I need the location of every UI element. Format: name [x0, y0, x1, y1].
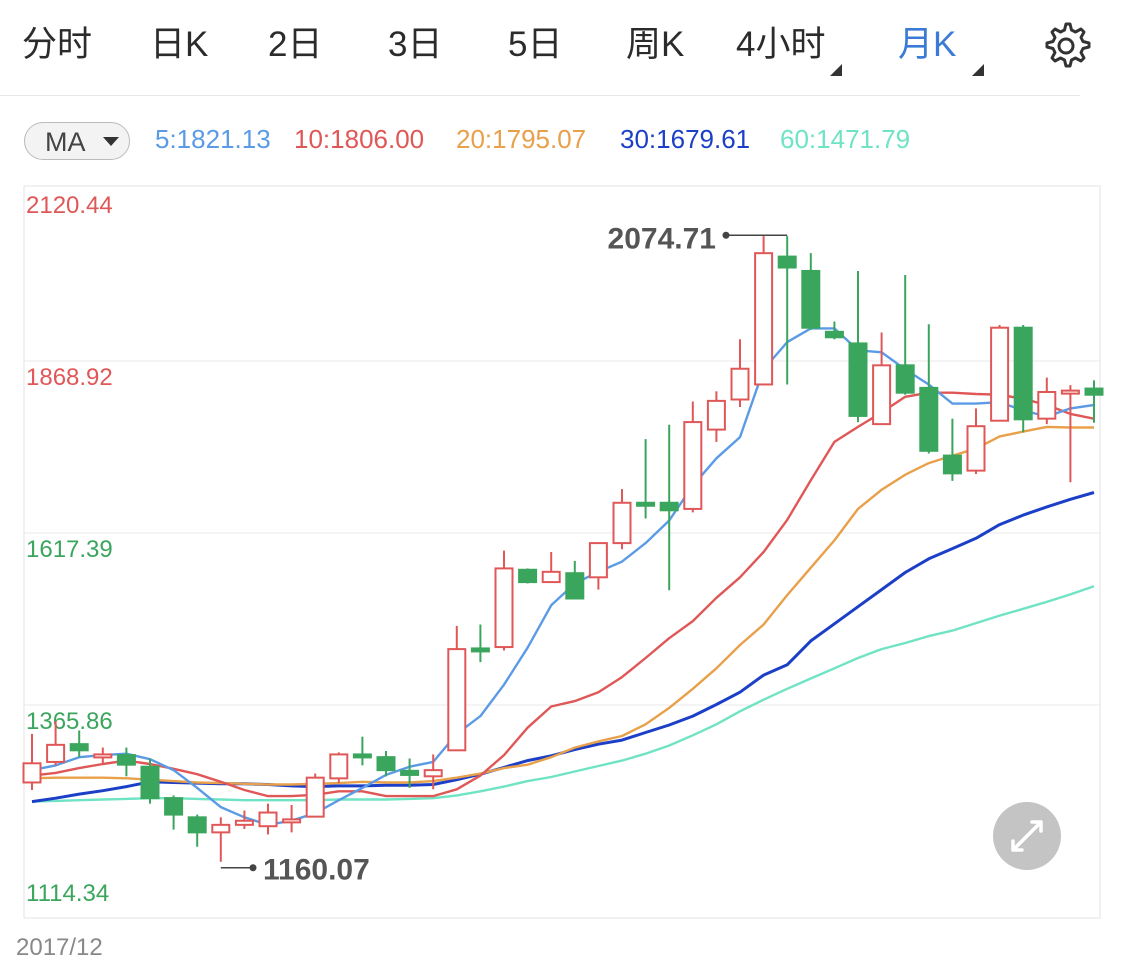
candle-down: [140, 765, 160, 800]
candle-up: [706, 399, 726, 431]
candle-up: [1037, 390, 1057, 420]
candle-down: [777, 255, 797, 269]
candle-up: [588, 542, 608, 579]
y-axis-label: 1114.34: [26, 880, 109, 907]
low-dot: [249, 864, 257, 872]
candle-down: [919, 386, 939, 452]
tab-7[interactable]: 月K: [898, 25, 957, 64]
ma-value-4: 60:1471.79: [780, 124, 911, 154]
candle-up: [447, 648, 467, 752]
y-axis-label: 1365.86: [26, 708, 113, 735]
candle-up: [423, 769, 443, 778]
candle-up: [612, 501, 632, 545]
candle-down: [848, 342, 868, 417]
candle-up: [1060, 389, 1080, 395]
y-axis-label: 1868.92: [26, 364, 113, 391]
candle-down: [659, 501, 679, 512]
candle-up: [305, 776, 325, 818]
candle-up: [93, 753, 113, 759]
ma-value-1: 10:1806.00: [294, 124, 425, 154]
high-dot: [722, 231, 730, 239]
fullscreen-expand-icon[interactable]: [993, 802, 1061, 870]
candle-up: [683, 421, 703, 510]
tab-3[interactable]: 3日: [388, 25, 443, 64]
high-value-label: 2074.71: [608, 222, 716, 255]
ma-line-60: [31, 585, 1095, 803]
ma-line-20: [31, 425, 1094, 786]
dropdown-corner-icon: [972, 64, 984, 76]
tab-4[interactable]: 5日: [508, 25, 563, 64]
candle-down: [895, 364, 915, 394]
candle-down: [187, 816, 207, 834]
candle-up: [754, 252, 774, 386]
candle-up: [258, 811, 278, 828]
candle-up: [282, 818, 302, 824]
y-axis-label: 1617.39: [26, 536, 113, 563]
candle-up: [872, 364, 892, 426]
candle-down: [824, 330, 844, 339]
candle-up: [966, 425, 986, 472]
candle-down: [518, 568, 538, 584]
ma-value-0: 5:1821.13: [155, 124, 271, 154]
y-axis-label: 2120.44: [26, 192, 113, 219]
candle-down: [352, 753, 372, 759]
candle-up: [329, 753, 349, 780]
candle-down: [69, 743, 89, 752]
start-date-label: 2017/12: [16, 934, 103, 961]
candle-down: [942, 454, 962, 475]
candle-up: [541, 570, 561, 584]
caret-down-icon: [103, 137, 119, 146]
candle-up: [730, 367, 750, 401]
ma-indicator-selector[interactable]: MA: [24, 122, 130, 160]
tab-0[interactable]: 分时: [22, 25, 93, 64]
dropdown-corner-icon: [830, 64, 842, 76]
timeframe-tabs: 分时 日K 2日 3日 5日 周K 4小时 月K: [0, 0, 1125, 92]
tab-6[interactable]: 4小时: [736, 25, 826, 64]
ma-line-10: [31, 391, 1095, 798]
candle-down: [1013, 326, 1033, 421]
candle-down: [636, 501, 656, 507]
candle-down: [801, 269, 821, 329]
candle-up: [494, 567, 514, 649]
candle-down: [1084, 387, 1104, 396]
ma-line-5: [31, 327, 1095, 826]
candle-down: [116, 754, 136, 766]
tab-5[interactable]: 周K: [626, 25, 685, 64]
tab-1[interactable]: 日K: [150, 25, 209, 64]
ma-value-2: 20:1795.07: [456, 124, 587, 154]
candle-down: [470, 647, 490, 653]
candle-down: [565, 572, 585, 600]
candle-up: [46, 743, 66, 763]
candle-down: [376, 756, 396, 772]
ma-line-30: [31, 491, 1095, 804]
candle-up: [234, 819, 254, 826]
tabs-divider: [0, 95, 1080, 96]
candle-up: [990, 326, 1010, 422]
plot-frame: [23, 185, 1101, 919]
candle-up: [22, 762, 42, 784]
candle-up: [211, 823, 231, 834]
ma-value-3: 30:1679.61: [620, 124, 751, 154]
ma-selector-label: MA: [45, 127, 86, 157]
candle-down: [164, 797, 184, 816]
tab-2[interactable]: 2日: [268, 25, 323, 64]
settings-gear-icon[interactable]: [1040, 20, 1092, 72]
low-value-label: 1160.07: [263, 854, 370, 887]
candle-down: [400, 769, 420, 776]
